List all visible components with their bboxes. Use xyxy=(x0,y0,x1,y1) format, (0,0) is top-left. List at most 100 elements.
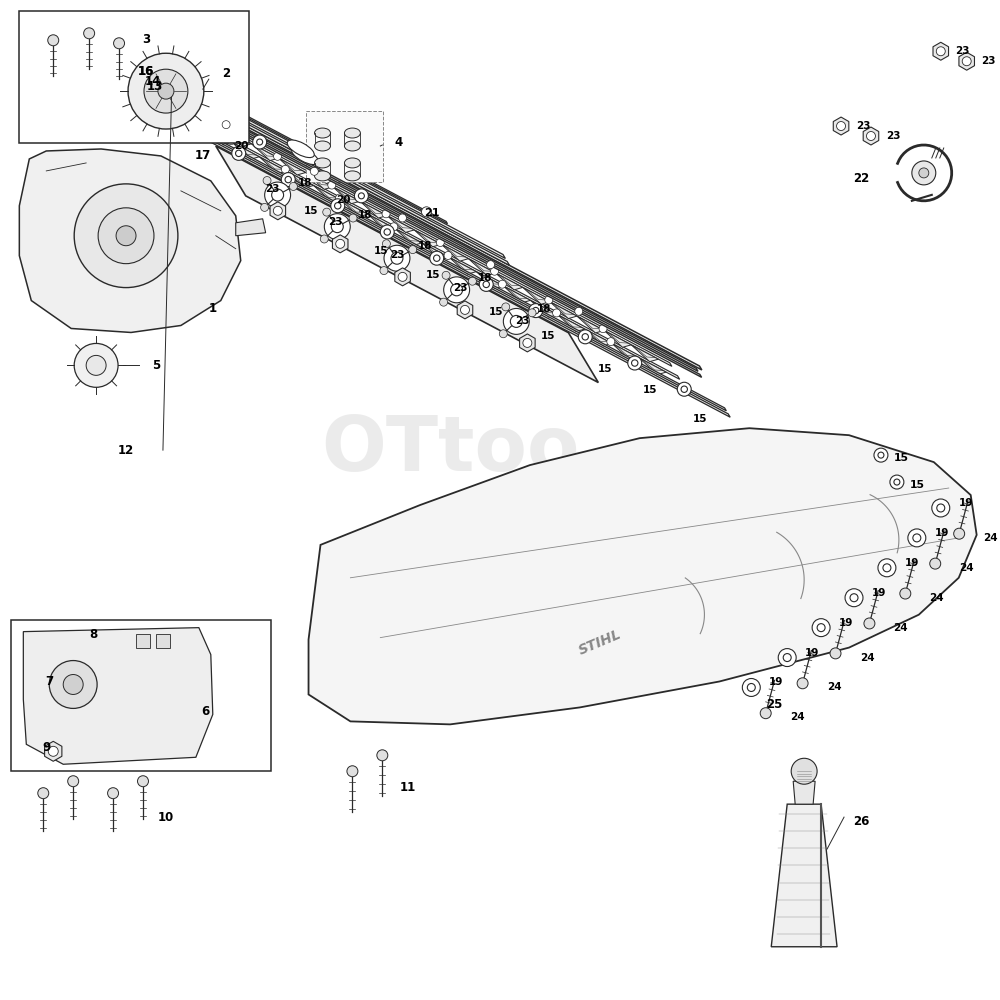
Text: 19: 19 xyxy=(935,528,949,538)
Text: 3: 3 xyxy=(142,33,150,46)
Text: 18: 18 xyxy=(537,304,551,314)
Circle shape xyxy=(335,203,341,209)
Circle shape xyxy=(409,246,417,254)
Polygon shape xyxy=(197,115,224,132)
Text: 2: 2 xyxy=(222,67,230,80)
Text: 19: 19 xyxy=(769,677,783,687)
Circle shape xyxy=(227,137,235,145)
Circle shape xyxy=(138,776,148,787)
Text: 5: 5 xyxy=(152,359,160,372)
Text: 20: 20 xyxy=(234,141,249,151)
Polygon shape xyxy=(45,741,62,761)
Polygon shape xyxy=(395,229,422,245)
Circle shape xyxy=(265,182,291,208)
Text: 15: 15 xyxy=(541,331,556,341)
Circle shape xyxy=(460,305,469,314)
Circle shape xyxy=(900,588,911,599)
Polygon shape xyxy=(639,358,666,375)
Polygon shape xyxy=(468,259,496,276)
Circle shape xyxy=(285,176,291,183)
Circle shape xyxy=(912,161,936,185)
Circle shape xyxy=(323,208,331,216)
Text: 11: 11 xyxy=(400,781,416,794)
Circle shape xyxy=(380,267,388,275)
Circle shape xyxy=(38,788,49,799)
Circle shape xyxy=(273,206,282,215)
Circle shape xyxy=(257,139,263,145)
Text: 8: 8 xyxy=(89,628,97,641)
Ellipse shape xyxy=(344,171,360,181)
Circle shape xyxy=(398,214,406,222)
Polygon shape xyxy=(286,171,314,188)
Circle shape xyxy=(272,189,284,201)
Text: 15: 15 xyxy=(693,414,707,424)
Polygon shape xyxy=(631,345,658,362)
Circle shape xyxy=(377,750,388,761)
Text: OTtoo: OTtoo xyxy=(321,413,579,487)
Circle shape xyxy=(358,193,364,199)
Text: 4: 4 xyxy=(394,136,402,149)
Text: 24: 24 xyxy=(894,623,908,633)
Circle shape xyxy=(502,303,510,311)
Polygon shape xyxy=(195,111,672,366)
Text: 15: 15 xyxy=(304,206,318,216)
Circle shape xyxy=(336,239,345,248)
Polygon shape xyxy=(309,428,977,724)
Polygon shape xyxy=(550,302,577,319)
Polygon shape xyxy=(199,134,730,417)
Circle shape xyxy=(440,298,448,306)
Text: 23: 23 xyxy=(886,131,900,141)
Circle shape xyxy=(86,355,106,375)
Text: 14: 14 xyxy=(145,75,161,88)
Text: 23: 23 xyxy=(328,217,342,227)
Circle shape xyxy=(575,307,583,315)
Circle shape xyxy=(954,528,965,539)
Polygon shape xyxy=(19,149,241,332)
Circle shape xyxy=(878,559,896,577)
Circle shape xyxy=(114,38,125,49)
Circle shape xyxy=(681,386,687,392)
Polygon shape xyxy=(833,117,849,135)
Bar xyxy=(156,634,170,648)
Circle shape xyxy=(331,199,345,213)
Text: 22: 22 xyxy=(853,172,869,185)
Text: 18: 18 xyxy=(477,273,492,283)
Text: 15: 15 xyxy=(909,480,924,490)
Text: 18: 18 xyxy=(418,241,432,251)
Circle shape xyxy=(533,307,539,314)
Circle shape xyxy=(382,240,390,248)
Circle shape xyxy=(783,654,791,662)
Polygon shape xyxy=(306,173,333,189)
Text: 15: 15 xyxy=(598,364,612,374)
Circle shape xyxy=(261,203,269,211)
Circle shape xyxy=(74,184,178,288)
Circle shape xyxy=(747,683,755,691)
Text: 24: 24 xyxy=(929,593,944,603)
Circle shape xyxy=(599,325,607,333)
Circle shape xyxy=(677,382,691,396)
Polygon shape xyxy=(395,268,410,286)
Text: 20: 20 xyxy=(336,195,351,205)
Text: 15: 15 xyxy=(489,307,504,317)
Polygon shape xyxy=(236,219,266,236)
Circle shape xyxy=(812,619,830,637)
Circle shape xyxy=(760,708,771,719)
Polygon shape xyxy=(167,88,698,371)
Polygon shape xyxy=(333,187,360,204)
Polygon shape xyxy=(793,781,815,804)
Circle shape xyxy=(336,194,344,202)
Polygon shape xyxy=(449,257,476,274)
Ellipse shape xyxy=(315,171,330,181)
Circle shape xyxy=(436,239,444,247)
Bar xyxy=(19,11,249,143)
Polygon shape xyxy=(314,185,341,202)
Text: 7: 7 xyxy=(45,675,53,688)
Circle shape xyxy=(144,69,188,113)
Polygon shape xyxy=(523,287,550,304)
Text: 24: 24 xyxy=(983,533,998,543)
Circle shape xyxy=(274,152,282,160)
Circle shape xyxy=(607,338,615,346)
Polygon shape xyxy=(360,201,387,218)
Text: 23: 23 xyxy=(856,121,870,131)
Circle shape xyxy=(503,308,529,334)
